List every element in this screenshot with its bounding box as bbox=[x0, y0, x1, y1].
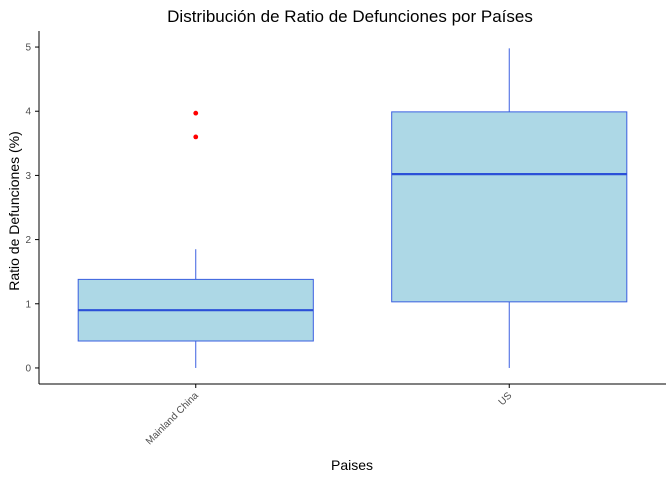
y-tick-label: 2 bbox=[25, 235, 31, 246]
y-tick-label: 5 bbox=[25, 43, 31, 54]
outlier-point bbox=[193, 134, 199, 140]
x-tick-label: US bbox=[497, 390, 515, 408]
y-tick-label: 3 bbox=[25, 171, 31, 182]
y-axis-label: Ratio de Defunciones (%) bbox=[6, 131, 22, 291]
y-tick-label: 1 bbox=[25, 299, 31, 310]
x-axis-label: Paises bbox=[331, 457, 373, 473]
plot-area: 0 1 2 3 4 5 Mainland China US bbox=[25, 43, 628, 447]
y-tick-label: 0 bbox=[25, 363, 31, 374]
box-us bbox=[391, 111, 628, 303]
x-tick-label: Mainland China bbox=[144, 390, 201, 447]
outlier-point bbox=[193, 110, 199, 116]
y-tick-label: 4 bbox=[25, 107, 31, 118]
chart-title: Distribución de Ratio de Defunciones por… bbox=[167, 7, 533, 26]
